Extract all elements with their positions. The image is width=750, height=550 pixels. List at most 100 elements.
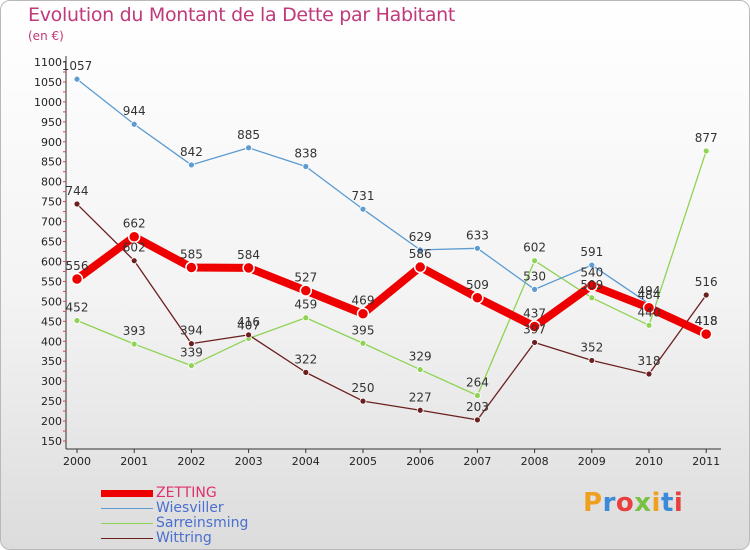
data-point	[73, 317, 81, 324]
data-label: 527	[294, 271, 317, 285]
data-label: 452	[66, 301, 89, 315]
data-point	[302, 163, 310, 170]
data-label: 633	[466, 228, 489, 242]
data-point	[528, 320, 541, 333]
data-label: 591	[580, 245, 603, 259]
x-tick-label: 2002	[177, 455, 205, 468]
data-point	[356, 307, 370, 320]
y-tick-label: 350	[41, 355, 62, 368]
data-label: 586	[409, 247, 432, 261]
y-tick-label: 500	[41, 295, 62, 308]
data-point	[130, 120, 138, 128]
legend-label: Wiesviller	[156, 500, 224, 516]
legend-swatch	[101, 490, 153, 497]
data-point	[245, 331, 253, 339]
x-tick-label: 2004	[292, 455, 320, 468]
data-label: 318	[638, 354, 661, 368]
data-label: 329	[409, 350, 432, 364]
data-label: 602	[523, 241, 546, 255]
data-label: 885	[237, 128, 260, 142]
data-label: 394	[180, 324, 203, 338]
x-tick-label: 2008	[521, 455, 549, 468]
y-tick-label: 450	[41, 315, 62, 328]
data-point	[359, 205, 367, 213]
x-tick-label: 2003	[235, 455, 263, 468]
data-point	[531, 339, 538, 346]
data-point	[302, 314, 310, 322]
y-tick-label: 900	[41, 136, 62, 149]
logo-letter: x	[634, 488, 652, 518]
data-point	[299, 284, 313, 297]
data-label: 484	[638, 288, 661, 302]
data-label: 509	[580, 278, 603, 292]
series-points	[70, 75, 713, 424]
data-point	[302, 368, 310, 376]
legend-label: ZETTING	[156, 485, 217, 501]
x-tick-label: 2000	[63, 455, 91, 468]
chart-title: Evolution du Montant de la Dette par Hab…	[28, 4, 456, 26]
data-point	[702, 291, 710, 299]
x-tick-label: 2011	[692, 455, 720, 468]
data-label: 731	[352, 189, 375, 203]
chart-unit: (en €)	[28, 29, 64, 43]
proxiti-logo: Proxiti	[583, 488, 683, 518]
data-label: 352	[580, 340, 603, 354]
logo-letter: i	[673, 488, 684, 518]
data-point	[585, 279, 599, 292]
data-point	[645, 321, 653, 329]
x-tick-label: 2009	[578, 455, 606, 468]
data-label: 416	[237, 315, 260, 329]
data-point	[187, 340, 195, 348]
series-line-sarreinsming	[76, 150, 707, 397]
data-label: 602	[123, 241, 146, 255]
x-tick-label: 2005	[349, 455, 377, 468]
x-tick-label: 2006	[406, 455, 434, 468]
data-label: 944	[123, 104, 146, 118]
axes: 150 200 250 300 350 400 450 500 550 600 650 700 750 8…	[34, 56, 721, 468]
data-label: 440	[638, 305, 661, 319]
logo-letter: P	[583, 488, 603, 518]
data-point	[73, 200, 81, 208]
data-label: 629	[409, 230, 432, 244]
series-lines	[73, 78, 711, 421]
data-point	[70, 272, 84, 286]
data-point	[185, 261, 198, 274]
data-label: 530	[523, 269, 546, 283]
y-tick-label: 250	[41, 395, 62, 408]
data-label: 494	[638, 284, 661, 298]
data-label: 322	[294, 352, 317, 366]
y-tick-label: 200	[41, 415, 62, 428]
data-label: 250	[352, 381, 375, 395]
data-point	[588, 294, 596, 302]
data-label: 842	[180, 145, 203, 159]
data-point	[245, 144, 253, 152]
data-point	[416, 246, 424, 254]
data-label: 418	[695, 314, 718, 328]
logo-letter: o	[615, 488, 635, 518]
data-point	[187, 161, 195, 169]
data-label: 1057	[62, 59, 93, 73]
logo-letter: i	[651, 488, 661, 518]
data-label: 877	[695, 131, 718, 145]
data-point	[130, 257, 138, 265]
data-point	[416, 366, 424, 373]
data-label: 540	[580, 265, 603, 279]
data-label: 418	[695, 314, 718, 328]
y-tick-label: 400	[41, 335, 62, 348]
data-point	[588, 357, 596, 364]
data-point	[531, 285, 538, 293]
legend-swatch	[101, 508, 153, 509]
data-label: 744	[66, 184, 89, 198]
x-tick-label: 2001	[120, 455, 148, 468]
data-point	[473, 244, 481, 252]
data-point	[588, 261, 596, 269]
data-label: 459	[294, 298, 317, 312]
data-point	[130, 340, 138, 348]
data-label: 516	[695, 275, 718, 289]
y-tick-label: 700	[41, 216, 62, 229]
legend-label: Wittring	[156, 530, 212, 546]
data-point	[416, 406, 424, 414]
data-point	[127, 230, 141, 243]
data-point	[73, 75, 81, 83]
